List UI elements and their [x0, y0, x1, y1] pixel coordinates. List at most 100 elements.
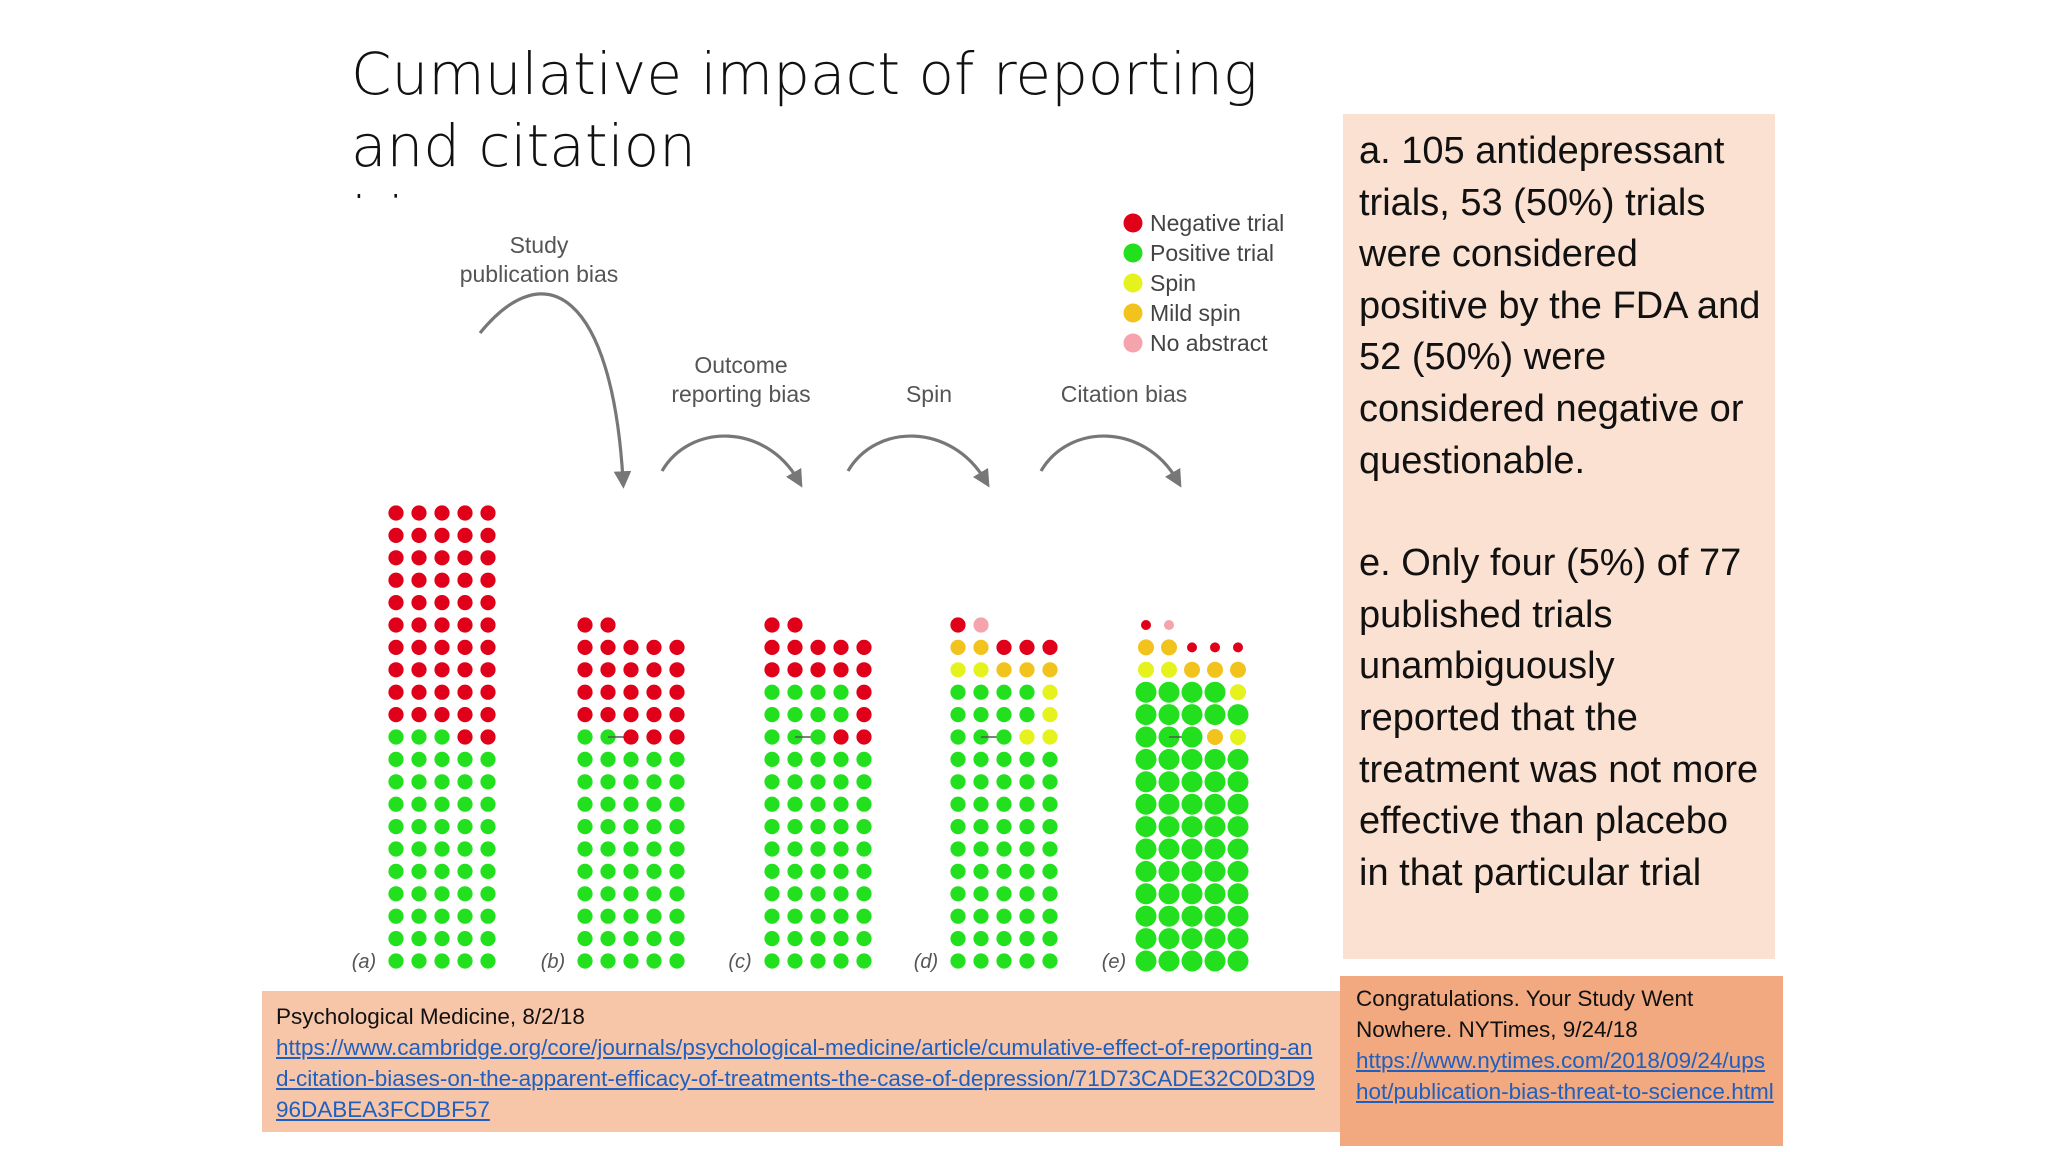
trial-dot [950, 886, 966, 902]
trial-dot [950, 908, 966, 924]
trial-dot [1204, 793, 1226, 815]
trial-dot [764, 819, 780, 835]
panel-c: (c) [728, 617, 872, 973]
panel-a: (a) [352, 505, 496, 973]
trial-dot [996, 863, 1012, 880]
trial-dot [1042, 863, 1058, 880]
trial-dot [1204, 681, 1226, 703]
panel-d: (d) [914, 617, 1058, 973]
trial-dot [480, 729, 496, 745]
trial-dot [833, 729, 849, 745]
trial-dot [856, 908, 872, 924]
legend-swatch [1123, 213, 1143, 233]
trial-dot [434, 819, 450, 835]
trial-dot [950, 662, 966, 678]
trial-dot [388, 617, 404, 633]
trial-dot [1042, 953, 1058, 969]
trial-dot [577, 751, 593, 768]
trial-dot [388, 662, 404, 678]
trial-dot [833, 774, 849, 790]
trial-dot [810, 796, 826, 812]
trial-dot [833, 751, 849, 768]
trial-dot [950, 796, 966, 812]
trial-dot [480, 617, 496, 633]
trial-dot [1227, 838, 1249, 860]
trial-dot [388, 931, 404, 947]
trial-dot [1042, 751, 1058, 768]
trial-dot [1227, 928, 1249, 950]
trial-dot [457, 751, 473, 768]
trial-dot [577, 774, 593, 790]
trial-dot [1019, 707, 1035, 723]
trial-dot [764, 707, 780, 723]
trial-dot [833, 908, 849, 924]
trial-dot [600, 908, 616, 924]
trial-dot [388, 527, 404, 543]
trial-dot [480, 931, 496, 947]
trial-dot [787, 617, 803, 633]
trial-dot [669, 796, 685, 812]
trial-dot [646, 841, 662, 857]
trial-dot [1158, 928, 1180, 950]
trial-dot [457, 550, 473, 566]
trial-dot [950, 841, 966, 857]
trial-dot [1158, 905, 1180, 927]
trial-dot [1181, 726, 1203, 748]
trial-dot [856, 886, 872, 902]
trial-dot [973, 617, 989, 633]
trial-dot [623, 751, 639, 768]
trial-dot [411, 684, 427, 700]
trial-dot [996, 684, 1012, 700]
trial-dot [480, 953, 496, 969]
trial-dot [457, 953, 473, 969]
trial-dot [411, 595, 427, 611]
trial-dot [810, 819, 826, 835]
trial-dot [810, 908, 826, 924]
trial-dot [600, 863, 616, 880]
trial-dot [388, 505, 404, 521]
trial-dot [996, 662, 1012, 678]
trial-dot [646, 662, 662, 678]
trial-dot [577, 841, 593, 857]
trial-dot [764, 617, 780, 633]
trial-dot [1019, 931, 1035, 947]
trial-dot [1230, 661, 1246, 678]
trial-dot [856, 841, 872, 857]
trial-dot [646, 729, 662, 745]
trial-dot [787, 751, 803, 768]
trial-dot [669, 841, 685, 857]
summary-box: a. 105 antidepressant trials, 53 (50%) t… [1343, 114, 1775, 959]
trial-dot [810, 751, 826, 768]
bias-arrow [478, 292, 632, 489]
trial-dot [810, 684, 826, 700]
trial-dot [1158, 860, 1180, 882]
trial-dot [669, 908, 685, 924]
trial-dot [973, 796, 989, 812]
trial-dot [1158, 771, 1180, 793]
trial-dot [764, 729, 780, 745]
trial-dot [480, 550, 496, 566]
trial-dot [856, 774, 872, 790]
trial-dot [434, 931, 450, 947]
stage-label-citation: Citation bias [1061, 381, 1188, 407]
trial-dot [623, 796, 639, 812]
trial-dot [1204, 704, 1226, 726]
trial-dot [1135, 860, 1157, 882]
trial-dot [856, 931, 872, 947]
trial-dot [950, 863, 966, 880]
reference-link[interactable]: https://www.cambridge.org/core/journals/… [276, 1035, 1315, 1122]
trial-dot [411, 774, 427, 790]
trial-dot [1019, 819, 1035, 835]
trial-dot [856, 751, 872, 768]
trial-dot [1227, 950, 1249, 972]
trial-dot [480, 505, 496, 521]
trial-dot [1135, 950, 1157, 972]
stage-label-outcome: Outcome [694, 352, 787, 378]
trial-dot [1181, 838, 1203, 860]
trial-dot [669, 684, 685, 700]
trial-dot [388, 841, 404, 857]
dot-figure: Study publication bias Outcome reporting bi… [340, 198, 1320, 984]
trial-dot [950, 707, 966, 723]
trial-dot [833, 684, 849, 700]
reference-link[interactable]: https://www.nytimes.com/2018/09/24/upsho… [1356, 1048, 1774, 1104]
